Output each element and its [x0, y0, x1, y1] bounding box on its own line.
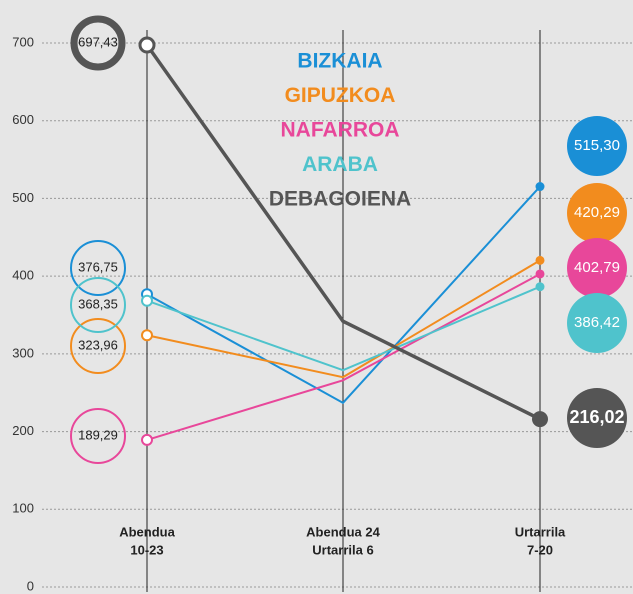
y-tick-label: 100	[12, 501, 34, 516]
start-marker	[138, 36, 156, 54]
label-bubble	[70, 277, 126, 333]
end-marker	[535, 282, 545, 292]
legend-entry: GIPUZKOA	[285, 84, 396, 107]
value-label: 189,29	[78, 427, 118, 442]
value-label: 697,43	[78, 34, 118, 49]
label-bubble	[567, 116, 627, 176]
end-marker	[532, 411, 548, 428]
y-tick-label: 700	[12, 34, 34, 49]
series-line	[145, 43, 541, 421]
value-label: 420,29	[574, 204, 620, 221]
label-bubble	[567, 293, 627, 353]
series-line	[146, 273, 541, 441]
legend-entry: NAFARROA	[281, 119, 400, 142]
value-label: 402,79	[574, 259, 620, 276]
series-line	[146, 185, 541, 405]
label-bubble	[70, 408, 126, 464]
series-line	[146, 259, 541, 379]
value-label: 376,75	[78, 259, 118, 274]
value-label: 386,42	[574, 314, 620, 331]
x-tick-label: Abendua 24	[306, 524, 380, 539]
x-tick-label: Urtarrila	[515, 524, 566, 539]
end-marker	[535, 255, 545, 265]
legend-entry: DEBAGOIENA	[269, 188, 411, 211]
series-line	[146, 285, 541, 372]
y-tick-label: 500	[12, 190, 34, 205]
y-tick-label: 600	[12, 112, 34, 127]
value-label: 515,30	[574, 137, 620, 154]
value-label: 368,35	[78, 296, 118, 311]
value-label: 216,02	[569, 407, 624, 427]
start-marker	[141, 433, 153, 446]
y-tick-label: 300	[12, 345, 34, 360]
label-bubble	[70, 240, 126, 296]
x-tick-label: 7-20	[527, 542, 553, 557]
x-tick-label: Abendua	[119, 524, 175, 539]
x-tick-label: 10-23	[130, 542, 163, 557]
value-label: 323,96	[78, 337, 118, 352]
end-marker	[535, 269, 545, 279]
y-tick-label: 0	[27, 578, 34, 593]
y-tick-label: 200	[12, 423, 34, 438]
y-tick-label: 400	[12, 268, 34, 283]
start-marker	[141, 329, 153, 342]
legend-entry: ARABA	[302, 153, 378, 176]
label-bubble	[567, 238, 627, 298]
legend-entry: BIZKAIA	[297, 50, 382, 73]
label-bubble	[567, 183, 627, 243]
end-marker	[535, 182, 545, 192]
label-bubble	[70, 15, 126, 71]
label-bubble	[70, 318, 126, 374]
label-bubble	[567, 388, 627, 448]
x-tick-label: Urtarrila 6	[312, 542, 373, 557]
start-marker	[141, 294, 153, 307]
